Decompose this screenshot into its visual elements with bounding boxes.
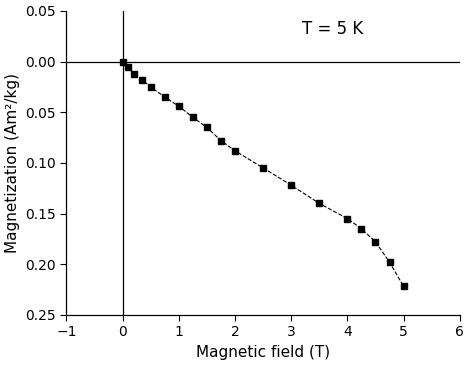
- Text: T = 5 K: T = 5 K: [302, 20, 364, 38]
- X-axis label: Magnetic field (T): Magnetic field (T): [196, 345, 330, 360]
- Y-axis label: Magnetization (Am²/kg): Magnetization (Am²/kg): [5, 73, 19, 253]
